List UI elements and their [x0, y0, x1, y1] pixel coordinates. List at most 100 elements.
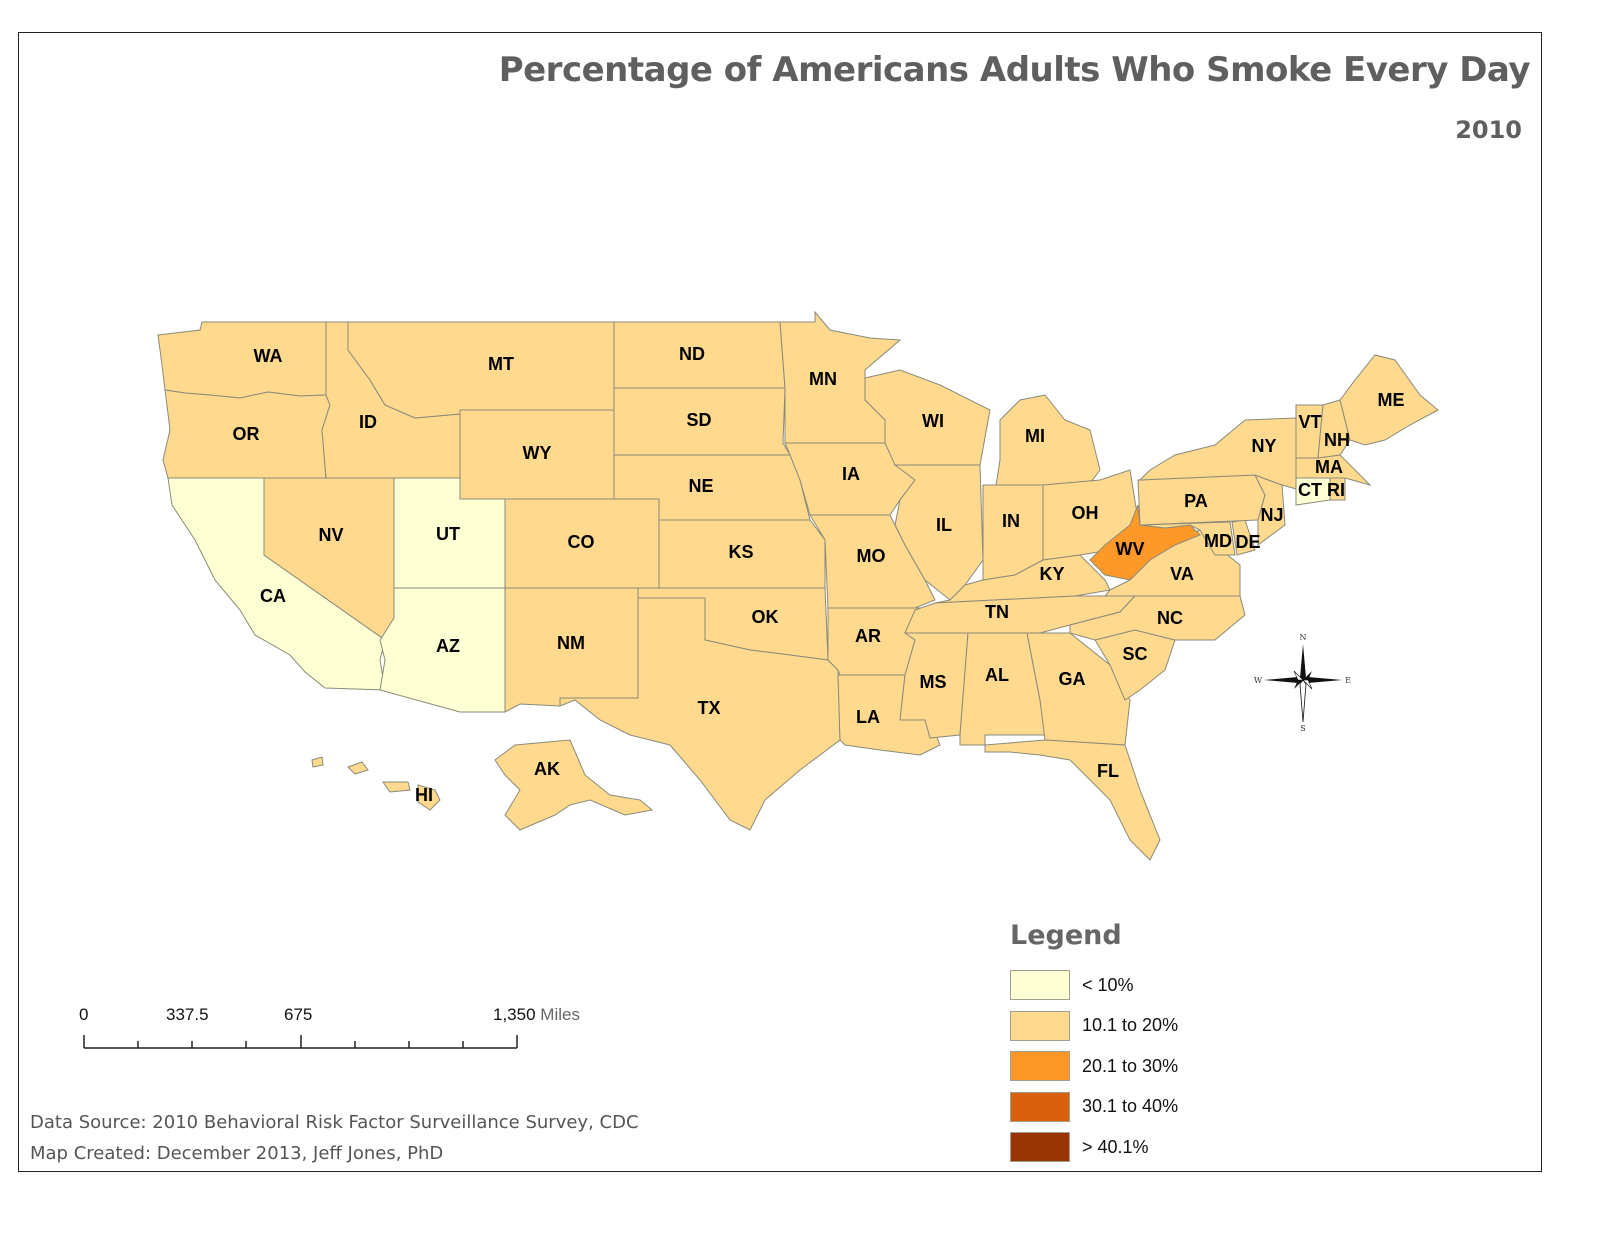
state-WA[interactable]: [157, 321, 327, 399]
label-ME: ME: [1378, 390, 1405, 410]
legend-swatch: [1010, 970, 1070, 1001]
scale-bar-ruler: [83, 1035, 518, 1049]
scale-label-1: 337.5: [166, 1005, 209, 1024]
label-IA: IA: [842, 464, 860, 484]
label-MI: MI: [1025, 426, 1045, 446]
state-HI-islands-1: [347, 761, 369, 775]
label-UT: UT: [436, 524, 460, 544]
scale-label-2: 675: [284, 1005, 313, 1024]
legend-title: Legend: [1010, 920, 1122, 951]
label-IL: IL: [936, 515, 952, 535]
label-MO: MO: [857, 546, 886, 566]
label-VT: VT: [1298, 412, 1321, 432]
compass-e: E: [1345, 676, 1351, 685]
state-HI-islands-2: [382, 781, 411, 793]
state-HI[interactable]: [417, 784, 441, 811]
label-KY: KY: [1039, 564, 1064, 584]
label-NE: NE: [688, 476, 713, 496]
state-HI-islands-3: [311, 756, 324, 768]
state-NC[interactable]: [1069, 595, 1246, 641]
label-MT: MT: [488, 354, 514, 374]
legend-swatch: [1010, 1132, 1070, 1163]
label-AZ: AZ: [436, 636, 460, 656]
state-FL[interactable]: [984, 739, 1161, 861]
state-MT[interactable]: [347, 321, 615, 419]
label-LA: LA: [856, 707, 880, 727]
legend-item: 10.1 to 20%: [1010, 1006, 1178, 1047]
scale-unit: Miles: [540, 1005, 580, 1024]
label-CO: CO: [568, 532, 595, 552]
compass-w: W: [1254, 676, 1263, 685]
label-WY: WY: [523, 443, 552, 463]
scale-label-3: 1,350 Miles: [493, 1005, 580, 1024]
compass-rose-icon: N S W E: [1254, 633, 1351, 733]
label-IN: IN: [1002, 511, 1020, 531]
label-NV: NV: [318, 525, 343, 545]
label-SD: SD: [686, 410, 711, 430]
data-source-text: Data Source: 2010 Behavioral Risk Factor…: [30, 1112, 639, 1133]
label-ND: ND: [679, 344, 705, 364]
label-TX: TX: [697, 698, 720, 718]
label-AK: AK: [534, 759, 560, 779]
credits: Data Source: 2010 Behavioral Risk Factor…: [30, 1107, 639, 1169]
label-NY: NY: [1251, 436, 1276, 456]
state-GA[interactable]: [1026, 632, 1131, 746]
legend-label: 20.1 to 30%: [1082, 1055, 1179, 1076]
label-WI: WI: [922, 411, 944, 431]
label-GA: GA: [1059, 669, 1086, 689]
label-NC: NC: [1157, 608, 1183, 628]
state-ME[interactable]: [1339, 354, 1439, 446]
label-OK: OK: [752, 607, 779, 627]
map-title: Percentage of Americans Adults Who Smoke…: [498, 50, 1531, 90]
label-SC: SC: [1122, 644, 1147, 664]
label-VA: VA: [1170, 564, 1194, 584]
legend-label: 30.1 to 40%: [1082, 1096, 1179, 1117]
map-created-text: Map Created: December 2013, Jeff Jones, …: [30, 1143, 444, 1164]
state-NH[interactable]: [1317, 399, 1351, 459]
legend: Legend < 10% 10.1 to 20% 20.1 to 30% 30.…: [1010, 920, 1178, 1168]
label-CA: CA: [260, 586, 286, 606]
state-SD[interactable]: [613, 387, 791, 456]
label-RI: RI: [1327, 480, 1345, 500]
label-FL: FL: [1097, 761, 1119, 781]
label-ID: ID: [359, 412, 377, 432]
label-AL: AL: [985, 665, 1009, 685]
compass-s: S: [1300, 724, 1305, 733]
legend-label: > 40.1%: [1082, 1136, 1149, 1157]
legend-swatch: [1010, 1091, 1070, 1122]
state-IL[interactable]: [893, 464, 984, 601]
legend-swatch: [1010, 1010, 1070, 1041]
scale-label-0: 0: [79, 1005, 89, 1024]
state-MI[interactable]: [994, 394, 1101, 493]
legend-label: < 10%: [1082, 974, 1134, 995]
legend-item: 30.1 to 40%: [1010, 1087, 1178, 1128]
label-WA: WA: [254, 346, 283, 366]
state-KS[interactable]: [658, 519, 826, 589]
label-NM: NM: [557, 633, 585, 653]
legend-item: < 10%: [1010, 965, 1178, 1006]
label-CT: CT: [1298, 480, 1322, 500]
label-NH: NH: [1324, 430, 1350, 450]
label-AR: AR: [855, 626, 881, 646]
scale-bar: 0 337.5 675 1,350 Miles: [76, 1005, 580, 1055]
label-NJ: NJ: [1260, 505, 1283, 525]
label-TN: TN: [985, 602, 1009, 622]
state-AK[interactable]: [494, 739, 654, 831]
legend-item: 20.1 to 30%: [1010, 1046, 1178, 1087]
state-WV[interactable]: [1089, 504, 1201, 581]
label-MS: MS: [920, 672, 947, 692]
state-MD[interactable]: [1139, 521, 1236, 556]
label-MD: MD: [1204, 531, 1232, 551]
label-DE: DE: [1235, 532, 1260, 552]
label-KS: KS: [728, 542, 753, 562]
compass-n: N: [1300, 633, 1307, 642]
label-OR: OR: [233, 424, 260, 444]
label-WV: WV: [1116, 539, 1145, 559]
label-PA: PA: [1184, 491, 1208, 511]
legend-swatch: [1010, 1051, 1070, 1082]
legend-item: > 40.1%: [1010, 1127, 1178, 1168]
state-TX[interactable]: [559, 597, 841, 831]
label-MN: MN: [809, 369, 837, 389]
label-OH: OH: [1072, 503, 1099, 523]
